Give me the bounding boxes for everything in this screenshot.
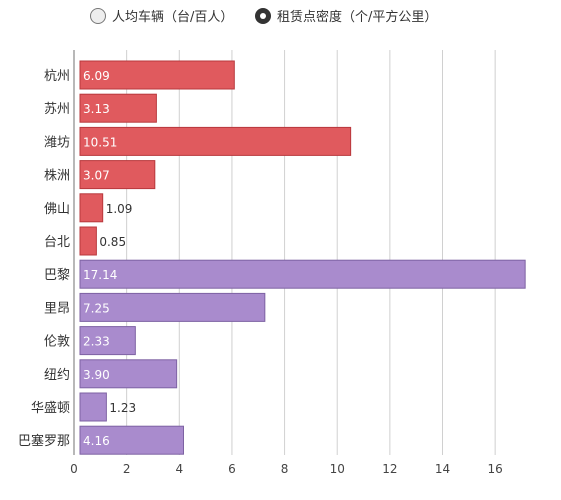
category-label: 佛山 [44,202,70,217]
legend-item-density[interactable]: 租赁点密度（个/平方公里） [255,6,437,25]
bar[interactable] [79,359,178,389]
x-tick-label: 6 [228,462,236,476]
data-label: 4.16 [83,434,110,448]
x-tick-label: 8 [281,462,289,476]
data-label: 17.14 [83,268,117,282]
legend-label-density: 租赁点密度（个/平方公里） [277,10,438,25]
data-label: 10.51 [83,135,117,149]
x-tick-label: 10 [330,462,345,476]
x-tick-label: 4 [175,462,183,476]
category-label: 里昂 [44,301,70,316]
radio-unselected-icon[interactable] [90,7,106,24]
bar[interactable] [79,60,235,90]
data-label: 1.09 [106,202,133,216]
data-label: 7.25 [83,301,110,315]
bar[interactable] [79,160,156,190]
bar[interactable] [79,226,97,256]
x-tick-label: 14 [435,462,450,476]
data-label: 0.85 [99,235,126,249]
category-label: 伦敦 [44,334,70,350]
x-tick-label: 0 [70,462,78,476]
category-label: 巴黎 [44,268,70,283]
bar[interactable] [79,126,352,156]
category-label: 纽约 [44,368,70,383]
legend-item-vehicles[interactable]: 人均车辆（台/百人） [90,6,233,25]
bar[interactable] [79,392,107,422]
bar[interactable] [79,259,526,289]
data-label: 6.09 [83,69,110,83]
bar[interactable] [79,326,136,356]
data-label: 3.90 [83,368,110,382]
category-label: 杭州 [44,69,70,84]
radio-selected-icon[interactable] [255,7,271,24]
bar[interactable] [79,425,184,455]
category-label: 巴塞罗那 [18,433,70,449]
legend: 人均车辆（台/百人） 租赁点密度（个/平方公里） [0,0,561,36]
legend-label-vehicles: 人均车辆（台/百人） [112,10,234,25]
x-tick-label: 2 [123,462,131,476]
data-label: 2.33 [83,335,110,349]
data-label: 3.13 [83,102,110,116]
bar[interactable] [79,292,266,322]
category-label: 华盛顿 [31,401,70,416]
bar[interactable] [79,93,157,123]
category-label: 株洲 [44,169,70,184]
bar[interactable] [79,193,104,223]
x-tick-label: 12 [382,462,397,476]
category-label: 台北 [44,235,70,250]
category-label: 潍坊 [44,135,70,150]
category-label: 苏州 [44,101,70,117]
data-label: 1.23 [109,401,136,415]
x-tick-label: 16 [488,462,503,476]
data-label: 3.07 [83,169,110,183]
